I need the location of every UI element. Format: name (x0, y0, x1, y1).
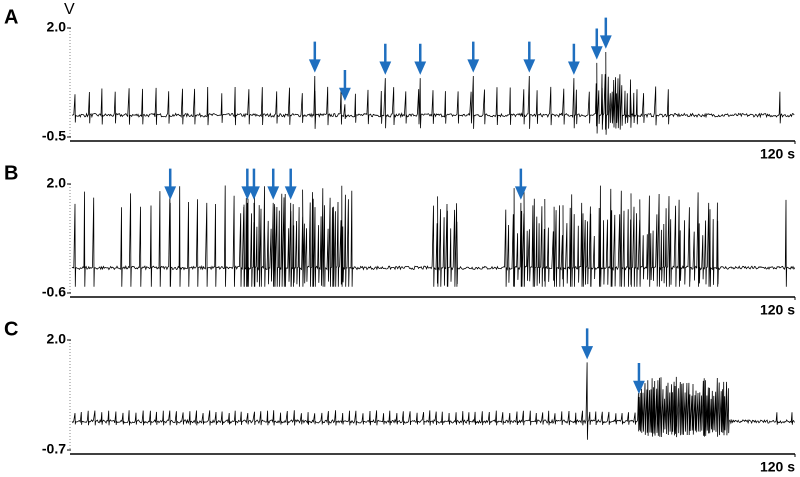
y-tick-label: -0.7 (42, 441, 66, 457)
arrow (514, 168, 527, 200)
x-tick-label: 120 s (760, 459, 795, 475)
arrow (633, 362, 645, 395)
y-axis-label: V (64, 1, 75, 18)
arrow (339, 69, 351, 102)
arrow (248, 168, 260, 200)
arrow (241, 168, 254, 200)
panel-letter: C (4, 318, 18, 340)
arrow (567, 43, 580, 75)
panel: C 2.0 -0.7 120 s (4, 318, 796, 475)
arrow (467, 41, 480, 73)
arrow (581, 328, 594, 360)
arrow (590, 28, 603, 60)
signal-trace (71, 185, 796, 287)
y-tick-label: -0.5 (42, 128, 66, 144)
arrow (308, 41, 321, 73)
y-tick-label: -0.6 (42, 284, 66, 300)
y-tick-label: 2.0 (47, 175, 67, 191)
signal-trace (71, 51, 795, 135)
arrow (379, 43, 392, 75)
arrow (599, 17, 612, 49)
signal-trace (71, 362, 795, 440)
panel: A V2.0 -0.5 120 s (4, 1, 796, 162)
panel-letter: A (4, 6, 18, 28)
arrow (164, 168, 177, 200)
y-tick-label: 2.0 (47, 331, 67, 347)
y-tick-label: 2.0 (47, 19, 67, 35)
panel-letter: B (4, 162, 18, 184)
x-tick-label: 120 s (760, 302, 795, 318)
arrow (414, 43, 427, 75)
arrow (267, 168, 280, 200)
arrow (284, 168, 297, 200)
panel: B 2.0 -0.6 120 s (4, 162, 796, 318)
x-tick-label: 120 s (760, 146, 795, 162)
arrow (523, 41, 536, 73)
